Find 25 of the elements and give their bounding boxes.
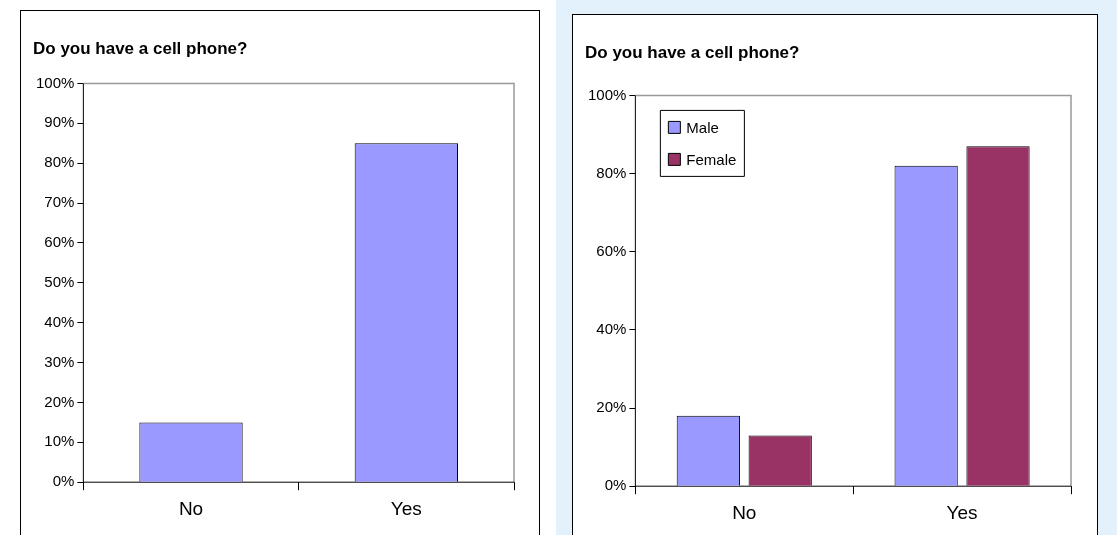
chart-title: Do you have a cell phone? xyxy=(33,38,248,58)
legend-label: Male xyxy=(686,118,719,136)
y-tick-label: 0% xyxy=(52,472,75,490)
y-tick-label: 40% xyxy=(596,320,627,338)
y-tick-label: 80% xyxy=(596,163,627,181)
y-tick-label: 60% xyxy=(44,233,75,251)
x-tick-label: No xyxy=(732,501,757,523)
y-tick-label: 90% xyxy=(44,113,75,131)
y-tick-label: 30% xyxy=(44,352,75,370)
y-tick-label: 60% xyxy=(596,241,627,259)
y-tick-label: 10% xyxy=(44,432,75,450)
x-tick-label: Yes xyxy=(390,497,422,519)
x-tick-label: Yes xyxy=(946,501,978,523)
legend-label: Female xyxy=(686,150,737,168)
y-tick-label: 20% xyxy=(596,398,627,416)
y-tick-label: 100% xyxy=(587,85,627,103)
y-tick-label: 0% xyxy=(604,476,627,494)
y-tick-label: 50% xyxy=(44,272,75,290)
y-tick-label: 20% xyxy=(44,392,75,410)
y-tick-label: 70% xyxy=(44,193,75,211)
x-tick-label: No xyxy=(178,497,204,519)
y-tick-label: 40% xyxy=(44,312,75,330)
chart-title: Do you have a cell phone? xyxy=(585,42,800,62)
y-tick-label: 80% xyxy=(44,153,75,171)
y-tick-label: 100% xyxy=(35,73,75,91)
